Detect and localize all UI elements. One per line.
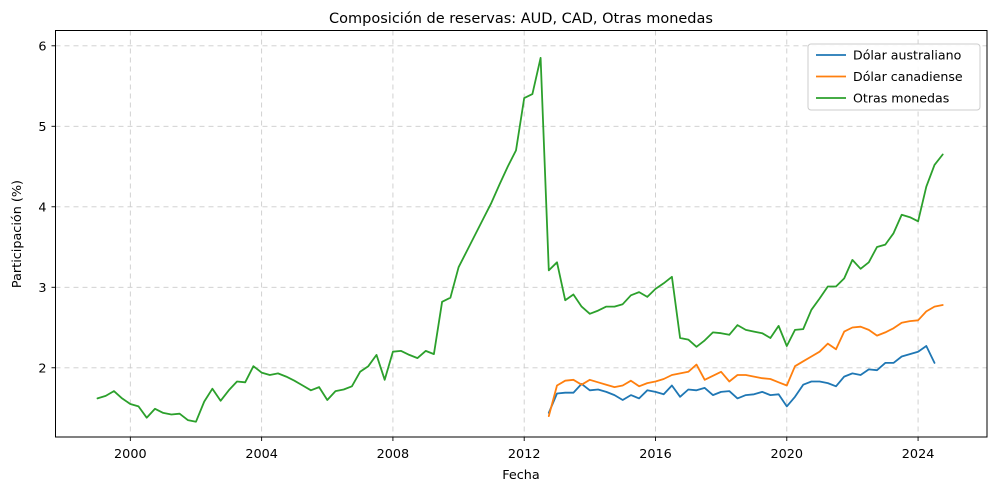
x-axis-label: Fecha xyxy=(502,468,540,483)
x-tick-label: 2012 xyxy=(508,447,541,462)
x-tick-label: 2000 xyxy=(114,447,147,462)
legend: Dólar australiano Dólar canadiense Otras m… xyxy=(807,43,981,111)
x-tick-label: 2016 xyxy=(639,447,672,462)
y-tick-label: 6 xyxy=(38,39,46,54)
y-axis-label: Participación (%) xyxy=(10,180,25,288)
y-tick-label: 5 xyxy=(38,120,46,135)
series-lines xyxy=(96,57,944,423)
plot-border xyxy=(55,30,988,438)
axis-ticks: 2000 2004 2008 2012 2016 2020 2024 2 3 4 5 6 xyxy=(38,39,934,462)
y-tick-label: 4 xyxy=(38,200,46,215)
x-tick-label: 2024 xyxy=(902,447,935,462)
x-tick-label: 2020 xyxy=(770,447,803,462)
x-tick-label: 2008 xyxy=(377,447,410,462)
x-tick-label: 2004 xyxy=(245,447,278,462)
legend-label: Otras monedas xyxy=(853,90,949,105)
series-line xyxy=(547,345,936,414)
legend-box xyxy=(807,43,981,111)
legend-label: Dólar canadiense xyxy=(853,69,963,84)
chart-title: Composición de reservas: AUD, CAD, Otras… xyxy=(329,11,713,27)
legend-label: Dólar australiano xyxy=(853,47,962,62)
series-line xyxy=(96,57,944,423)
series-line xyxy=(547,304,944,418)
y-tick-label: 2 xyxy=(38,361,46,376)
y-tick-label: 3 xyxy=(38,281,46,296)
